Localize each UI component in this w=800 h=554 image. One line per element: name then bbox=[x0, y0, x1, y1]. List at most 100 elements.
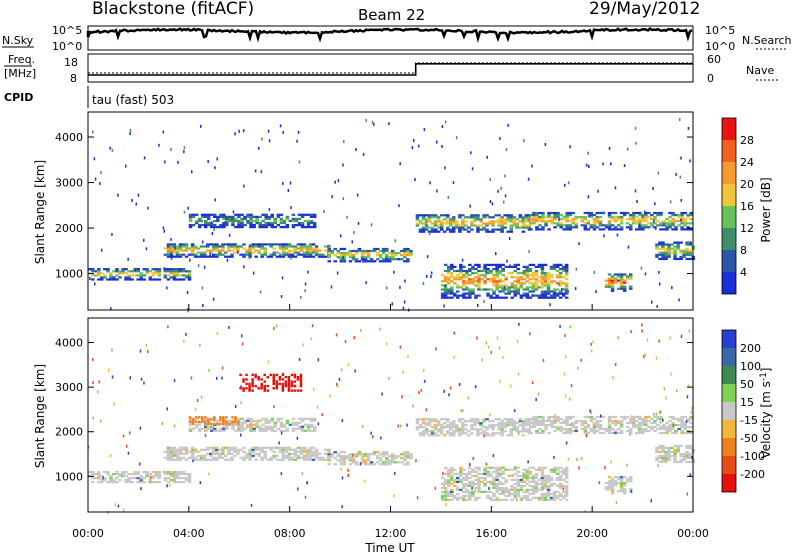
velocity-feature-cell bbox=[191, 422, 195, 426]
power-cell bbox=[264, 217, 268, 220]
velocity-sparse-point bbox=[172, 474, 175, 478]
velocity-cell bbox=[497, 432, 501, 435]
power-sparse-point bbox=[527, 267, 529, 271]
velocity-cell bbox=[549, 470, 554, 473]
velocity-cell bbox=[668, 427, 672, 431]
power-cell bbox=[613, 226, 618, 229]
velocity-cell bbox=[516, 480, 520, 483]
power-cell bbox=[607, 226, 612, 229]
velocity-cell bbox=[222, 427, 226, 430]
power-cell bbox=[157, 268, 162, 271]
power-cell bbox=[360, 249, 365, 253]
velocity-sparse-point bbox=[338, 377, 341, 381]
velocity-feature-cell bbox=[293, 389, 297, 392]
power-cell bbox=[252, 226, 256, 229]
velocity-cell bbox=[535, 423, 539, 427]
power-cell bbox=[549, 282, 554, 285]
power-cell bbox=[610, 218, 615, 221]
nsky-trace bbox=[86, 27, 693, 43]
power-cell bbox=[424, 224, 429, 227]
velocity-cell bbox=[661, 446, 665, 450]
power-cell bbox=[485, 222, 489, 225]
velocity-cell bbox=[255, 423, 259, 426]
velocity-cell bbox=[504, 478, 508, 481]
power-cell bbox=[519, 276, 524, 279]
velocity-cell bbox=[169, 471, 174, 474]
power-sparse-point bbox=[678, 298, 680, 302]
power-cell bbox=[421, 228, 426, 231]
power-sparse-point bbox=[340, 234, 342, 238]
velocity-cell bbox=[655, 446, 659, 450]
velocity-cell bbox=[552, 496, 557, 499]
power-cell bbox=[515, 218, 519, 221]
velocity-cell bbox=[397, 461, 401, 464]
power-cell bbox=[212, 253, 216, 256]
velocity-cell bbox=[688, 452, 692, 456]
velocity-sparse-point bbox=[629, 432, 631, 436]
velocity-cell bbox=[452, 422, 456, 425]
velocity-cell bbox=[674, 417, 678, 421]
velocity-cell bbox=[510, 484, 514, 487]
velocity-cell bbox=[465, 490, 469, 493]
velocity-cell bbox=[257, 452, 261, 455]
power-cell bbox=[662, 222, 666, 225]
velocity-cell bbox=[154, 471, 159, 474]
velocity-cell bbox=[516, 470, 520, 473]
velocity-cell bbox=[604, 429, 609, 433]
velocity-cell bbox=[686, 417, 690, 421]
power-sparse-point bbox=[268, 208, 271, 212]
power-cell bbox=[260, 253, 264, 256]
velocity-cell bbox=[450, 474, 454, 477]
velocity-cell bbox=[273, 423, 277, 426]
velocity-cell bbox=[317, 452, 322, 455]
velocity-cell bbox=[540, 472, 545, 475]
power-cell bbox=[190, 245, 195, 248]
velocity-cell bbox=[553, 419, 557, 423]
velocity-cell bbox=[558, 470, 563, 473]
power-sparse-point bbox=[569, 145, 571, 149]
velocity-cell bbox=[461, 426, 465, 429]
power-cell bbox=[458, 224, 462, 227]
velocity-cell bbox=[190, 454, 195, 457]
power-cell bbox=[477, 265, 481, 268]
power-cell bbox=[632, 211, 636, 215]
power-cell bbox=[272, 251, 276, 254]
velocity-cell bbox=[513, 494, 517, 497]
power-cell bbox=[227, 243, 231, 246]
power-cell bbox=[667, 245, 671, 248]
velocity-cell bbox=[561, 494, 566, 497]
velocity-cell bbox=[601, 415, 606, 419]
power-cell bbox=[461, 226, 465, 229]
velocity-cell bbox=[193, 458, 198, 461]
power-cell bbox=[264, 224, 268, 227]
power-cell bbox=[172, 278, 177, 281]
velocity-cell bbox=[157, 481, 162, 484]
power-cell bbox=[461, 214, 465, 217]
power-cell bbox=[278, 245, 283, 248]
power-cell bbox=[91, 270, 95, 273]
power-cell bbox=[607, 222, 612, 225]
power-cell bbox=[272, 253, 276, 256]
velocity-feature-cell bbox=[219, 418, 222, 421]
power-sparse-point bbox=[652, 187, 654, 190]
velocity-cell bbox=[474, 498, 478, 501]
y-tick-label: 3000 bbox=[55, 177, 83, 190]
power-cell bbox=[221, 253, 225, 256]
power-cell bbox=[275, 243, 280, 246]
velocity-cell bbox=[166, 454, 171, 457]
velocity-cell bbox=[604, 482, 609, 485]
velocity-cell bbox=[644, 423, 648, 427]
power-cell bbox=[574, 224, 578, 227]
velocity-feature-cell bbox=[191, 420, 195, 423]
power-cell bbox=[534, 282, 539, 285]
velocity-cell bbox=[580, 421, 585, 425]
power-sparse-point bbox=[290, 256, 292, 260]
velocity-cell bbox=[261, 427, 265, 430]
power-cell bbox=[619, 228, 624, 231]
power-cell bbox=[163, 253, 168, 256]
velocity-cell bbox=[668, 423, 672, 427]
power-cell bbox=[661, 257, 665, 261]
velocity-cell bbox=[619, 482, 624, 485]
power-cell bbox=[592, 222, 597, 225]
velocity-cell bbox=[532, 425, 536, 429]
